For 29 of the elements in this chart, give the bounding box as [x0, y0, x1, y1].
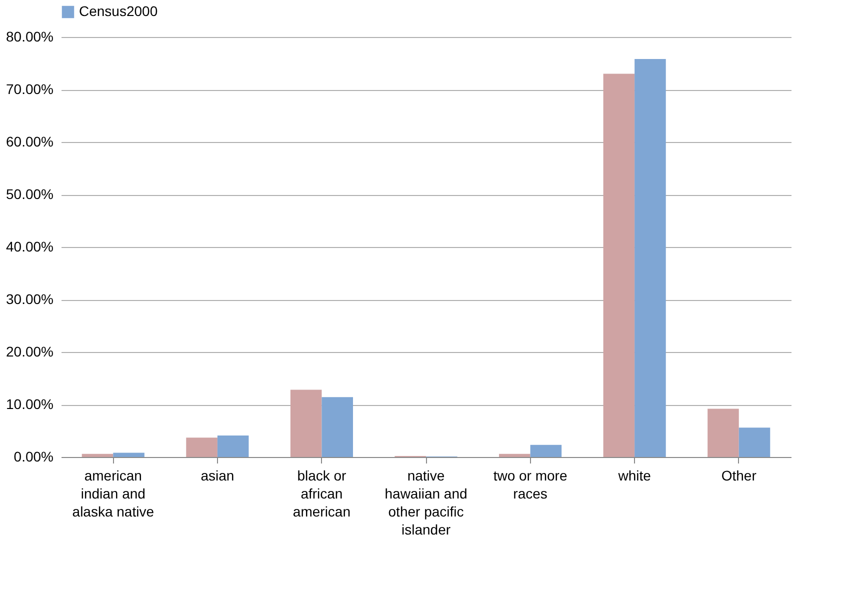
- y-tick-label: 50.00%: [6, 186, 54, 202]
- y-tick-label: 60.00%: [6, 134, 54, 150]
- x-tick-label: american indian and alaska native: [72, 468, 154, 520]
- bar: [186, 438, 218, 457]
- legend-label: Census2000: [79, 3, 158, 19]
- y-tick-label: 70.00%: [6, 81, 54, 97]
- x-tick-label: native hawaiian and other pacific islander: [384, 468, 468, 538]
- x-tick-label: white: [617, 468, 652, 484]
- y-tick-label: 10.00%: [6, 396, 54, 412]
- bar: [82, 454, 114, 457]
- bar: [499, 454, 530, 457]
- bar: [322, 397, 353, 457]
- x-tick-label: asian: [200, 468, 234, 484]
- y-tick-label: 80.00%: [6, 28, 54, 44]
- y-tick-label: 20.00%: [6, 344, 54, 360]
- bar: [217, 435, 249, 457]
- y-tick-label: 40.00%: [6, 238, 54, 254]
- bar: [603, 74, 635, 457]
- y-tick-label: 30.00%: [6, 291, 54, 307]
- bar: [530, 444, 562, 457]
- x-tick-label: two or more races: [493, 468, 568, 502]
- y-tick-label: 0.00%: [14, 448, 54, 464]
- bar: [738, 428, 770, 457]
- bar: [634, 59, 666, 457]
- bar: [290, 390, 322, 457]
- bar: [708, 408, 739, 457]
- x-tick-label: black or african american: [292, 468, 351, 520]
- bar: [113, 452, 144, 457]
- x-tick-label: Other: [721, 468, 757, 484]
